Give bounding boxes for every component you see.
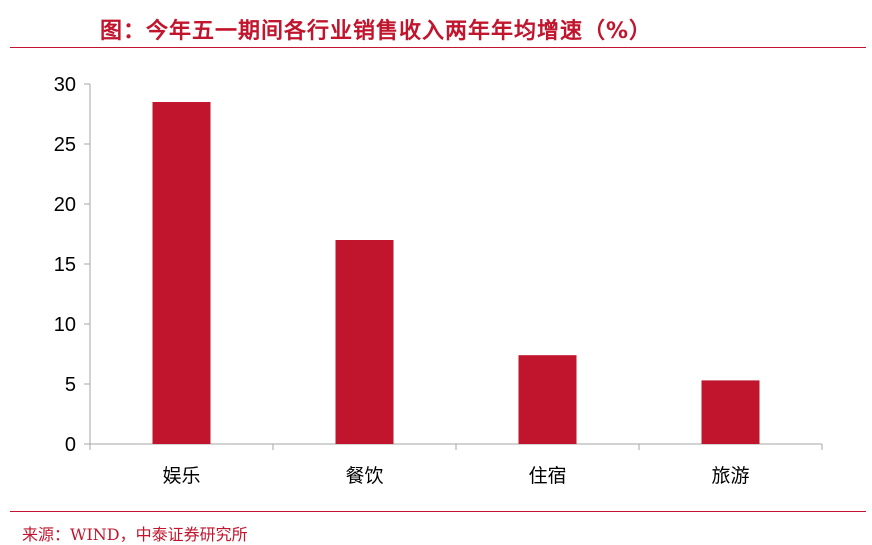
- footer-divider: [10, 511, 866, 512]
- bar: [518, 355, 577, 444]
- title-bar: 图：今年五一期间各行业销售收入两年年均增速（%）: [0, 0, 872, 46]
- bar-chart: 0 5 10 15 20 25 30 娱乐 餐饮 住宿 旅游: [54, 74, 823, 487]
- y-tick-label: 15: [54, 254, 76, 276]
- chart-title: 图：今年五一期间各行业销售收入两年年均增速（%）: [100, 19, 653, 44]
- bar: [152, 102, 211, 444]
- x-tick-label: 餐饮: [345, 465, 383, 487]
- y-tick-label: 20: [54, 194, 76, 216]
- x-tick-label: 住宿: [528, 465, 566, 487]
- bar: [701, 380, 760, 444]
- x-tick-label: 娱乐: [162, 465, 200, 487]
- source-note: 来源：WIND，中泰证券研究所: [22, 525, 248, 544]
- y-tick-label: 25: [54, 134, 76, 156]
- y-tick-label: 30: [54, 74, 76, 96]
- title-divider: [10, 47, 866, 48]
- y-tick-label: 5: [65, 374, 76, 396]
- y-tick-label: 10: [54, 314, 76, 336]
- x-tick-label: 旅游: [711, 465, 749, 487]
- bar: [335, 240, 394, 444]
- y-tick-label: 0: [65, 434, 76, 456]
